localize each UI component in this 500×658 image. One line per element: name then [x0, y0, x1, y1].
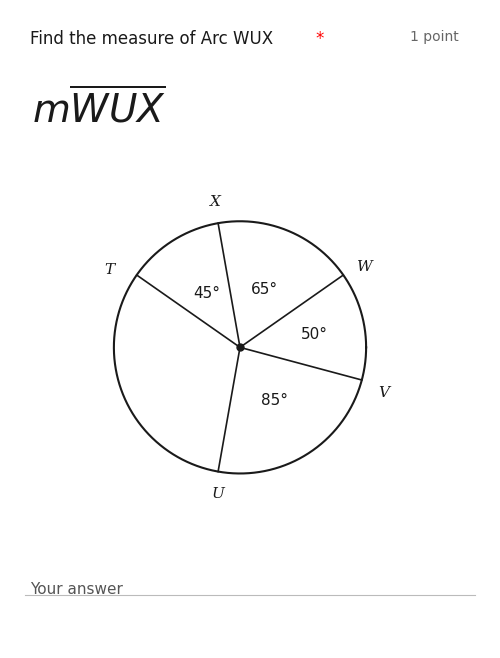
Text: 50°: 50° — [301, 327, 328, 342]
Text: T: T — [104, 263, 114, 277]
Text: 1 point: 1 point — [410, 30, 459, 43]
Text: V: V — [378, 386, 389, 399]
Text: 65°: 65° — [251, 282, 278, 297]
Text: U: U — [212, 488, 224, 501]
Text: Your answer: Your answer — [30, 582, 123, 597]
Text: X: X — [210, 195, 221, 209]
Text: Find the measure of Arc WUX: Find the measure of Arc WUX — [30, 30, 278, 47]
Text: *: * — [315, 30, 324, 47]
Text: 85°: 85° — [261, 393, 288, 408]
Text: 45°: 45° — [193, 286, 220, 301]
Text: W: W — [357, 261, 372, 274]
Text: $m\overline{WUX}$: $m\overline{WUX}$ — [32, 89, 166, 131]
